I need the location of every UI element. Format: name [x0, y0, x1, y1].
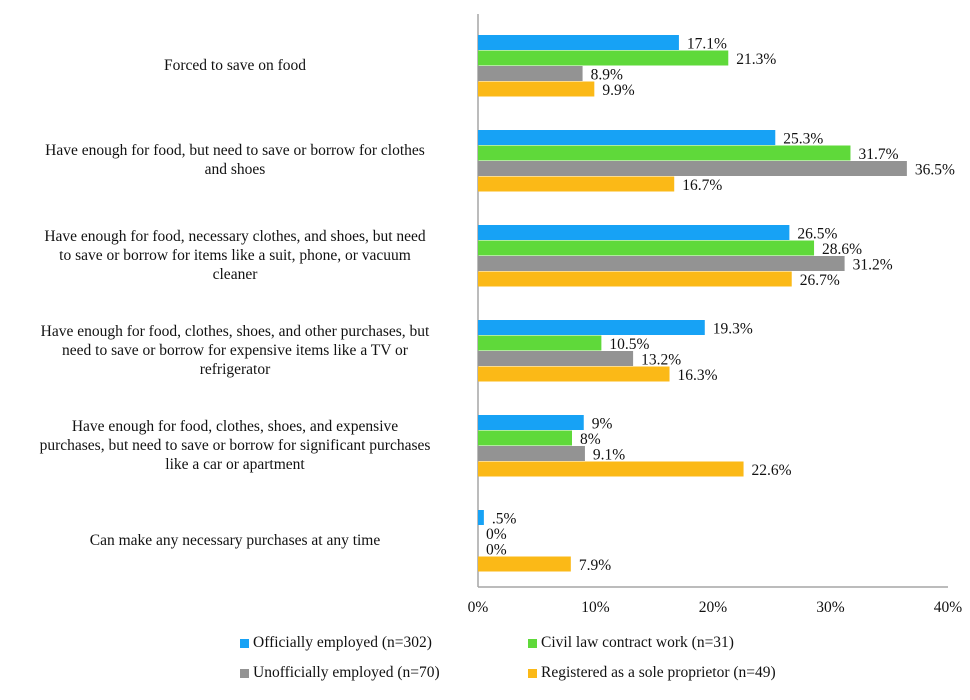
bar [478, 510, 484, 525]
x-tick-label: 40% [934, 599, 963, 616]
x-tick-label: 0% [468, 599, 489, 616]
bar [478, 366, 670, 382]
data-label: 7.9% [579, 557, 611, 574]
bar [478, 225, 790, 240]
category-label-line: and shoes [204, 161, 266, 178]
data-label: 31.2% [853, 257, 893, 274]
category-label-line: Forced to save on food [163, 56, 307, 74]
data-label: 0% [486, 542, 507, 559]
data-label: 13.2% [641, 352, 681, 369]
bar [478, 35, 679, 50]
bar [478, 415, 584, 430]
bar [478, 176, 675, 192]
category-label-line: refrigerator [199, 360, 271, 378]
category-label: Have enough for food, clothes, shoes, an… [5, 417, 465, 474]
data-label: 22.6% [752, 462, 792, 479]
data-label: 26.7% [800, 272, 840, 289]
category-label-line: to save or borrow for items like a suit,… [59, 246, 411, 264]
bar [478, 446, 585, 461]
x-tick-label: 20% [699, 599, 728, 616]
category-label: Have enough for food, clothes, shoes, an… [5, 322, 465, 379]
category-label: Have enough for food, but need to save o… [5, 141, 465, 179]
data-label: 17.1% [687, 36, 727, 53]
data-label: 8% [580, 431, 601, 448]
legend-item: Registered as a sole proprietor (n=49) [528, 664, 776, 682]
category-label-line: Have enough for food, clothes, shoes, an… [71, 417, 399, 435]
data-label: 19.3% [713, 321, 753, 338]
bar [478, 271, 792, 287]
data-label: 10.5% [609, 336, 649, 353]
legend-item: Unofficially employed (n=70) [240, 664, 440, 682]
category-label: Have enough for food, necessary clothes,… [5, 227, 465, 284]
data-label: 16.3% [678, 367, 718, 384]
bar [478, 556, 571, 572]
legend-label: Civil law contract work (n=31) [541, 634, 734, 651]
bar [478, 320, 705, 335]
legend-swatch [528, 638, 537, 648]
data-label: 25.3% [783, 131, 823, 148]
bar [478, 130, 776, 145]
bar [478, 256, 845, 271]
category-label-line: like a car or apartment [165, 455, 305, 473]
x-tick-label: 30% [816, 599, 845, 616]
legend-label: Officially employed (n=302) [253, 634, 432, 651]
legend-swatch [240, 638, 249, 648]
category-label: Forced to save on food [5, 56, 465, 75]
data-label: 9% [592, 416, 613, 433]
data-label: 9.1% [593, 447, 625, 464]
legend-swatch [528, 668, 537, 678]
data-label: 9.9% [602, 82, 634, 99]
category-label-line: purchases, but need to save or borrow fo… [39, 436, 431, 454]
legend-item: Civil law contract work (n=31) [528, 634, 734, 652]
data-label: 36.5% [915, 162, 955, 179]
bar [478, 81, 595, 97]
data-label: 31.7% [858, 146, 898, 163]
data-label: 16.7% [682, 177, 722, 194]
category-label-line: Have enough for food, necessary clothes,… [44, 227, 426, 245]
category-label-line: need to save or borrow for expensive ite… [62, 341, 408, 359]
bar [478, 50, 729, 66]
bar [478, 351, 634, 366]
legend-label: Unofficially employed (n=70) [253, 664, 440, 681]
bar [478, 430, 572, 446]
data-label: 21.3% [736, 51, 776, 68]
data-label: 8.9% [591, 67, 623, 84]
category-label-line: Have enough for food, but need to save o… [45, 142, 425, 159]
legend-item: Officially employed (n=302) [240, 634, 432, 652]
x-tick-label: 10% [581, 599, 610, 616]
legend-label: Registered as a sole proprietor (n=49) [541, 664, 776, 681]
data-label: 0% [486, 526, 507, 543]
category-label-line: cleaner [212, 265, 258, 283]
legend-swatch [240, 668, 249, 678]
bar [478, 335, 602, 351]
bar [478, 145, 851, 161]
bar [478, 240, 815, 256]
category-label: Can make any necessary purchases at any … [5, 531, 465, 550]
data-label: .5% [492, 511, 517, 528]
bar [478, 161, 907, 176]
bar [478, 66, 583, 81]
category-label-line: Can make any necessary purchases at any … [89, 531, 381, 549]
data-label: 26.5% [797, 226, 837, 243]
category-label-line: Have enough for food, clothes, shoes, an… [40, 322, 430, 340]
data-label: 28.6% [822, 241, 862, 258]
bar [478, 461, 744, 477]
